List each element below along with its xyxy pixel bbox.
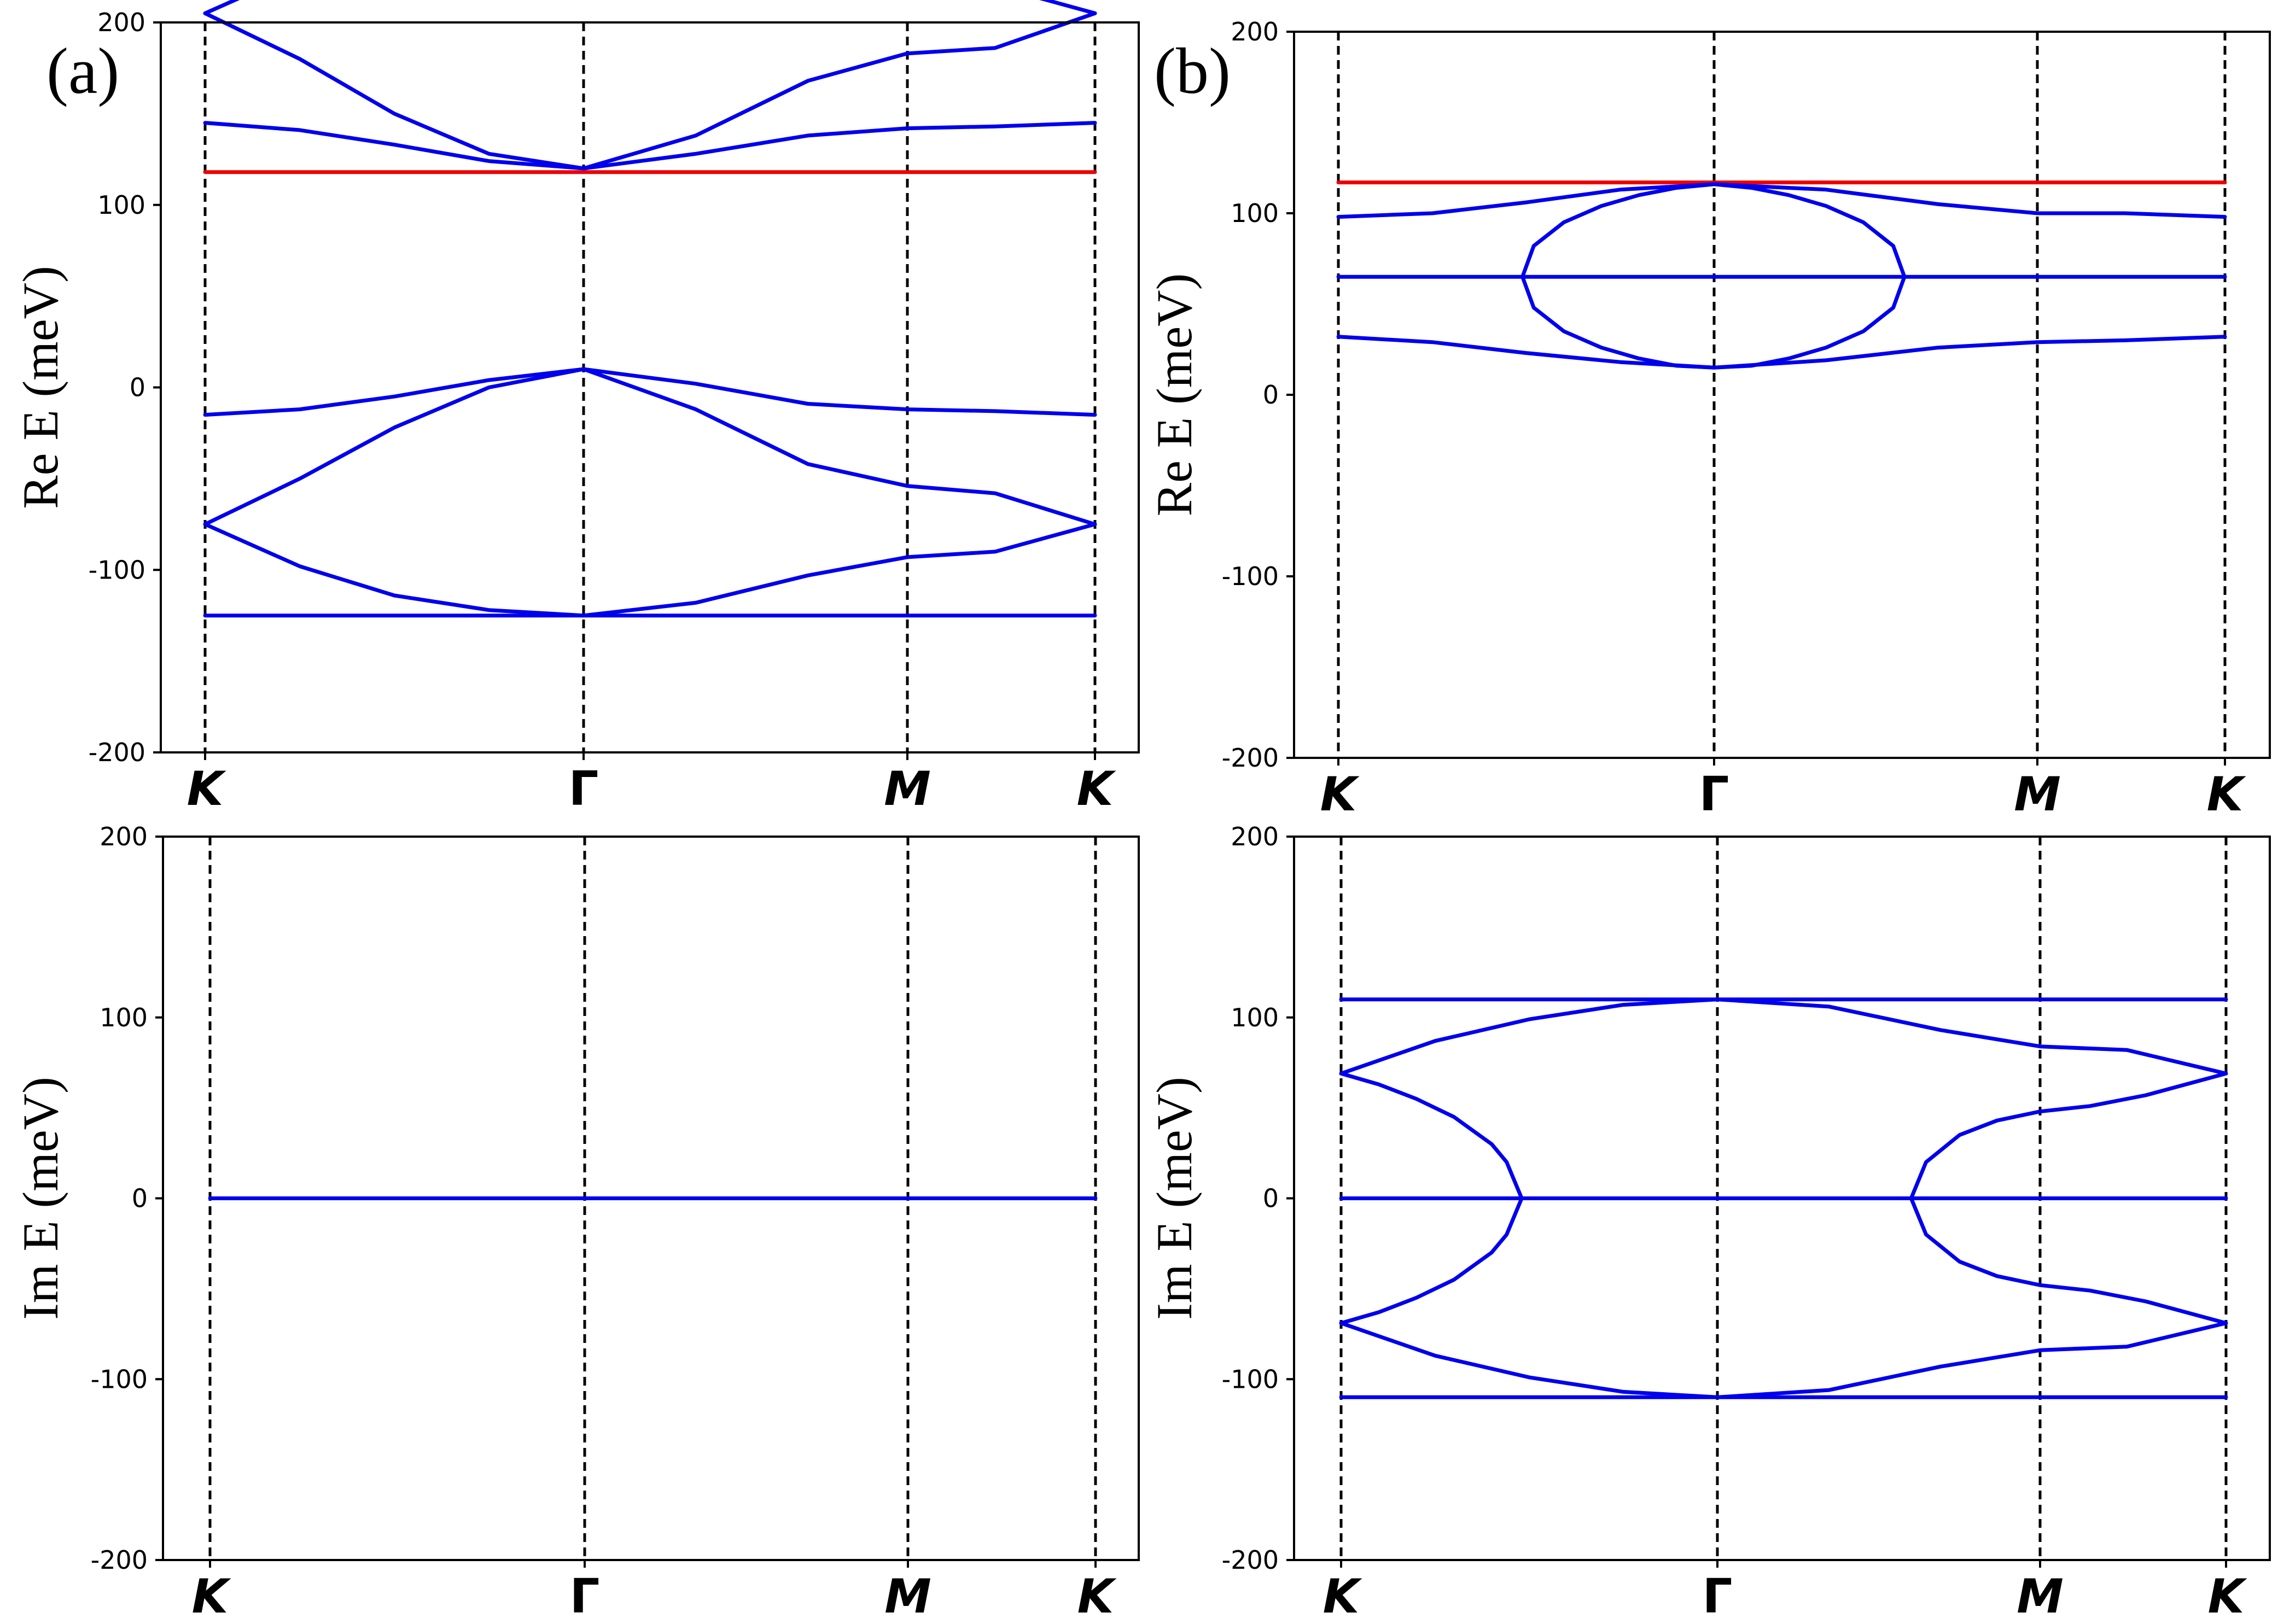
x-tick-label: K [2207,767,2246,822]
panel-1: 200 100 0 -100 -200 K Γ M K Re E (meV) (b) [1146,17,2271,822]
band-line-6 [1909,1196,2228,1325]
y-tick-label: 0 [1263,1184,1279,1213]
x-tick-label: K [1320,767,1360,822]
axes-frame [1293,31,2271,759]
band-line-2 [1339,1071,1524,1200]
x-tick-label: K [1323,1569,1362,1624]
y-tick-label: -200 [1222,743,1279,773]
band-line-1 [1336,182,2227,219]
x-tick-label: K [187,762,226,816]
panel-label: (a) [46,34,119,107]
y-tick-label: 200 [1231,17,1279,46]
x-tick-label: Γ [1699,767,1729,822]
panel-0: 200 100 0 -100 -200 K Γ M K Re E (meV) (a) [13,0,1140,816]
y-tick-label: -200 [91,1545,148,1575]
band-line-7 [1339,1321,2228,1399]
y-tick-label: -200 [1222,1545,1279,1575]
y-axis-label: Im E (meV) [1146,1077,1202,1320]
band-line-1 [203,0,1097,15]
band-line-7 [203,522,1097,618]
x-tick-label: K [192,1569,231,1624]
band-line-5 [203,367,1097,417]
y-tick-label: 200 [1231,822,1279,851]
x-tick-label: Γ [569,762,599,816]
band-line-3 [1339,1196,1524,1325]
x-tick-label: Γ [570,1569,600,1624]
x-tick-label: K [1077,1569,1117,1624]
y-tick-label: 0 [130,373,145,402]
y-tick-label: 100 [100,1003,148,1032]
x-tick-label: M [884,1569,931,1624]
y-axis-label: Im E (meV) [13,1077,68,1320]
x-tick-label: K [1077,762,1116,816]
y-tick-label: -100 [1222,1364,1279,1394]
band-line-3 [1520,182,1907,279]
panel-label: (b) [1154,34,1231,107]
y-axis-label: Re E (meV) [1146,273,1202,517]
band-line-5 [1336,335,2227,370]
x-tick-label: M [2017,1569,2064,1624]
x-tick-label: M [2014,767,2061,822]
y-tick-label: 0 [132,1184,148,1213]
y-tick-label: 100 [1231,1003,1279,1032]
y-tick-label: 100 [1231,198,1279,228]
x-tick-label: Γ [1703,1569,1733,1624]
band-line-1 [1339,997,2228,1076]
panel-2: 200 100 0 -100 -200 K Γ M K Im E (meV) [13,822,1140,1624]
band-line-3 [203,121,1097,171]
band-line-5 [1909,1071,2228,1200]
y-tick-label: 0 [1263,380,1279,410]
y-tick-label: -100 [1222,562,1279,591]
panel-3: 200 100 0 -100 -200 K Γ M K Im E (meV) [1146,822,2271,1624]
y-tick-label: 100 [97,190,145,220]
y-tick-label: -100 [91,1364,148,1394]
y-tick-label: -100 [89,555,145,585]
x-tick-label: M [884,762,931,816]
y-axis-label: Re E (meV) [13,266,68,509]
y-tick-label: 200 [100,822,148,851]
band-line-6 [203,367,1097,527]
band-line-2 [203,11,1097,171]
x-tick-label: K [2208,1569,2247,1624]
y-tick-label: 200 [97,8,145,37]
y-tick-label: -200 [89,738,145,767]
